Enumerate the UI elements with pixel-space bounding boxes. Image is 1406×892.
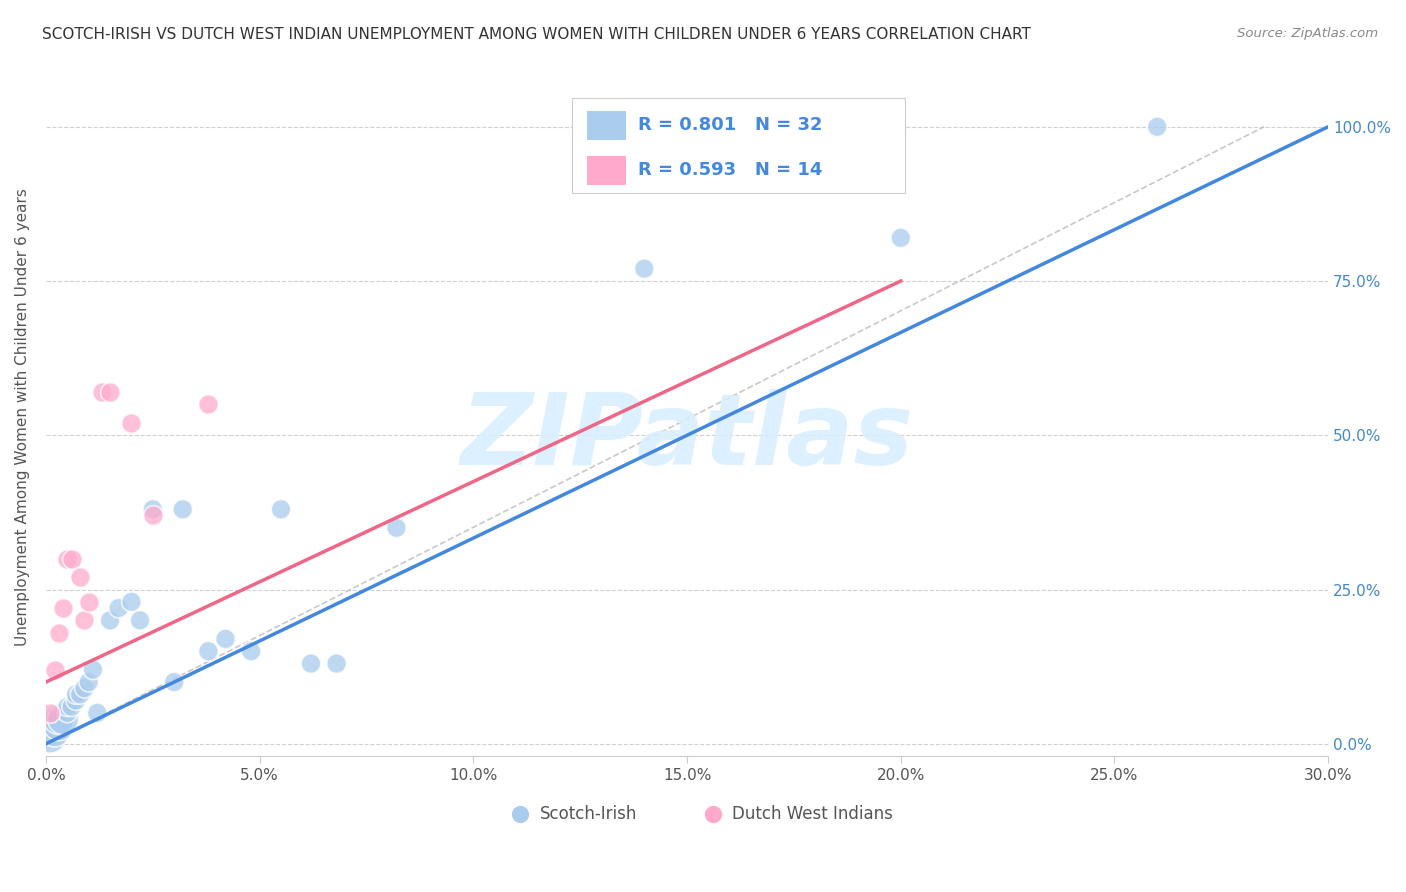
Point [197, 644, 219, 658]
Point [56, 551, 79, 566]
Point [73, 613, 96, 627]
Point [48, 625, 70, 640]
Point [82, 663, 104, 677]
Text: Dutch West Indians: Dutch West Indians [733, 805, 893, 822]
Text: SCOTCH-IRISH VS DUTCH WEST INDIAN UNEMPLOYMENT AMONG WOMEN WITH CHILDREN UNDER 6: SCOTCH-IRISH VS DUTCH WEST INDIAN UNEMPL… [42, 27, 1031, 42]
Point [65, 687, 87, 701]
Point [172, 502, 194, 516]
Point [299, 657, 322, 671]
Point [69, 570, 91, 584]
Point [129, 613, 152, 627]
Point [98, 613, 121, 627]
Point [107, 601, 129, 615]
Point [60, 551, 83, 566]
Point [197, 397, 219, 411]
Point [163, 675, 186, 690]
Y-axis label: Unemployment Among Women with Children Under 6 years: Unemployment Among Women with Children U… [15, 188, 30, 646]
Point [142, 508, 165, 523]
Point [142, 502, 165, 516]
Point [48, 718, 70, 732]
Text: R = 0.801   N = 32: R = 0.801 N = 32 [638, 116, 823, 134]
Point [69, 687, 91, 701]
Point [39, 731, 62, 745]
Text: R = 0.593   N = 14: R = 0.593 N = 14 [638, 161, 823, 179]
Point [98, 385, 121, 400]
Point [325, 657, 347, 671]
Point [214, 632, 236, 646]
Point [1146, 120, 1168, 134]
Point [52, 601, 75, 615]
Point [60, 699, 83, 714]
Point [385, 521, 408, 535]
Point [48, 712, 70, 726]
Point [90, 385, 112, 400]
Point [270, 502, 292, 516]
FancyBboxPatch shape [572, 98, 905, 193]
Point [56, 706, 79, 720]
Point [240, 644, 263, 658]
Point [73, 681, 96, 696]
Point [86, 706, 108, 720]
Point [44, 663, 66, 677]
Point [39, 706, 62, 720]
Text: ZIPatlas: ZIPatlas [461, 389, 914, 485]
Bar [588, 112, 626, 140]
Point [44, 724, 66, 739]
Text: Scotch-Irish: Scotch-Irish [540, 805, 637, 822]
Point [890, 231, 912, 245]
Bar [588, 156, 626, 185]
Text: Source: ZipAtlas.com: Source: ZipAtlas.com [1237, 27, 1378, 40]
Point [77, 595, 100, 609]
Point [52, 712, 75, 726]
Point [77, 675, 100, 690]
Point [120, 595, 142, 609]
Point [56, 699, 79, 714]
Point [633, 261, 655, 276]
Point [65, 693, 87, 707]
Point [120, 416, 142, 430]
